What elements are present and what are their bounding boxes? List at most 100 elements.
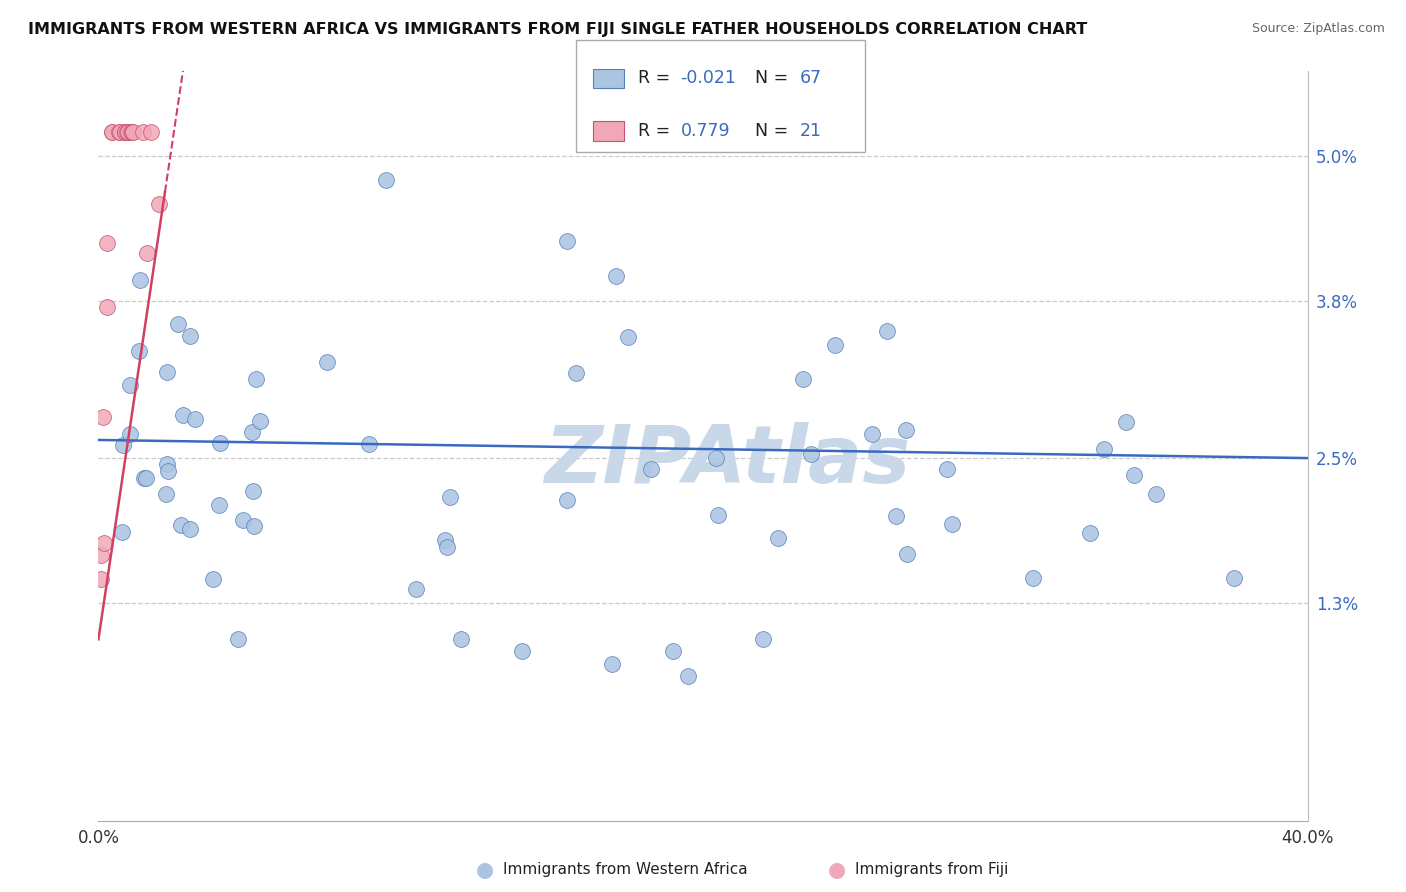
Point (941, 517, 963, 532)
Text: 21: 21 (800, 122, 823, 140)
Point (157, 464, 180, 478)
Point (114, 125, 136, 139)
Point (640, 462, 662, 476)
Point (172, 408, 194, 422)
Point (232, 513, 254, 527)
Text: ●: ● (477, 860, 494, 880)
Point (96, 301, 118, 315)
Point (316, 354, 339, 368)
Point (1078, 526, 1101, 541)
Point (148, 197, 170, 211)
Point (118, 426, 141, 441)
Point (792, 372, 814, 386)
Point (605, 269, 627, 284)
Point (752, 632, 775, 647)
Point (115, 125, 138, 139)
Point (884, 508, 907, 523)
Point (101, 125, 124, 139)
Point (894, 423, 917, 437)
Point (359, 436, 381, 450)
Point (111, 438, 134, 452)
Text: IMMIGRANTS FROM WESTERN AFRICA VS IMMIGRANTS FROM FIJI SINGLE FATHER HOUSEHOLDS : IMMIGRANTS FROM WESTERN AFRICA VS IMMIGR… (28, 22, 1087, 37)
Point (129, 273, 152, 287)
Text: 0.779: 0.779 (681, 122, 730, 140)
Point (245, 371, 267, 385)
Point (155, 487, 177, 501)
Point (108, 125, 131, 139)
Point (860, 427, 883, 442)
Point (101, 125, 124, 139)
Point (179, 329, 201, 343)
Point (121, 125, 143, 139)
Point (1223, 571, 1246, 585)
Point (90, 572, 112, 586)
Point (1022, 570, 1045, 584)
Point (179, 522, 201, 536)
Point (896, 547, 918, 561)
Point (1115, 415, 1137, 429)
Point (155, 366, 177, 380)
Point (824, 338, 846, 352)
Point (107, 125, 129, 139)
Point (90, 548, 112, 562)
Text: -0.021: -0.021 (681, 70, 737, 87)
Text: R =: R = (638, 122, 682, 140)
Point (1092, 442, 1115, 457)
Point (111, 524, 134, 539)
Point (706, 450, 728, 465)
Text: Immigrants from Fiji: Immigrants from Fiji (855, 863, 1008, 877)
Point (240, 425, 263, 439)
Text: Source: ZipAtlas.com: Source: ZipAtlas.com (1251, 22, 1385, 36)
Point (936, 462, 959, 476)
Point (436, 540, 458, 554)
Point (132, 471, 155, 485)
Point (91, 409, 114, 424)
Point (405, 582, 427, 597)
Point (1144, 487, 1167, 501)
Point (170, 517, 193, 532)
Point (209, 435, 232, 450)
Point (676, 668, 699, 682)
Point (118, 377, 141, 392)
Point (114, 125, 136, 139)
Point (557, 492, 579, 507)
Text: N =: N = (744, 122, 793, 140)
Point (117, 125, 139, 139)
Point (555, 234, 578, 248)
Point (450, 632, 472, 647)
Point (201, 572, 224, 586)
Point (661, 644, 683, 658)
Point (96, 236, 118, 251)
Point (135, 471, 157, 485)
Text: ●: ● (828, 860, 845, 880)
Text: N =: N = (744, 70, 793, 87)
Point (434, 533, 457, 548)
Point (768, 531, 790, 545)
Text: ZIPAtlas: ZIPAtlas (544, 422, 910, 500)
Point (565, 367, 588, 381)
Point (122, 125, 145, 139)
Point (243, 519, 266, 533)
Point (208, 498, 231, 512)
Point (120, 125, 142, 139)
Point (249, 414, 271, 428)
Point (93, 535, 115, 549)
Point (800, 447, 823, 461)
Point (128, 343, 150, 358)
Point (135, 245, 157, 260)
Point (510, 644, 533, 658)
Point (131, 125, 153, 139)
Point (156, 457, 179, 471)
Point (226, 632, 249, 647)
Point (141, 125, 163, 139)
Point (184, 412, 207, 426)
Text: R =: R = (638, 70, 676, 87)
Point (707, 508, 730, 522)
Text: 67: 67 (800, 70, 823, 87)
Point (166, 317, 188, 331)
Point (439, 491, 461, 505)
Point (602, 657, 624, 671)
Text: Immigrants from Western Africa: Immigrants from Western Africa (503, 863, 748, 877)
Point (617, 330, 640, 344)
Point (374, 173, 396, 187)
